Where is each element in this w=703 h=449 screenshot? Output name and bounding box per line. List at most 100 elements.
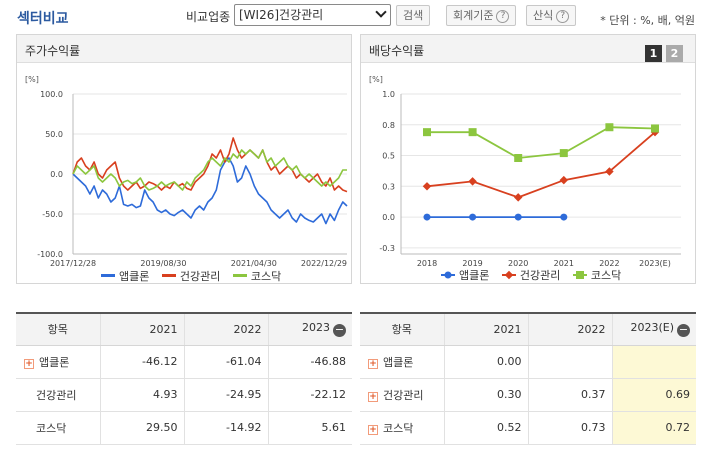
- formula-label: 산식: [533, 9, 554, 22]
- y-unit-label: [%]: [369, 75, 383, 84]
- row-name: + 앱클론: [360, 345, 444, 379]
- y-tick-label: 0.0: [50, 170, 63, 179]
- table-row: 건강관리 4.93 -24.95 -22.12: [16, 378, 352, 412]
- x-tick-label: 2017/12/28: [50, 259, 96, 268]
- expand-icon[interactable]: +: [24, 358, 34, 369]
- legend-label: 앱클론: [119, 269, 150, 283]
- cell-value: -46.88: [267, 345, 352, 379]
- series-line: [426, 131, 656, 199]
- legend-swatch: [161, 274, 176, 277]
- legend-label: 건강관리: [179, 269, 221, 283]
- x-tick-label: 2019: [462, 259, 482, 268]
- search-button-label: 검색: [403, 9, 424, 22]
- expand-icon[interactable]: +: [368, 358, 378, 369]
- sector-select-value: [WI26]건강관리: [239, 8, 324, 22]
- cell-value: 0.69: [611, 378, 696, 412]
- help-icon: ?: [496, 10, 510, 23]
- table-header-row: 항목 2021 2022 2023(E) −: [360, 312, 696, 346]
- collapse-icon[interactable]: −: [333, 323, 346, 338]
- x-tick-label: 2023(E): [639, 259, 671, 268]
- accounting-basis-label: 회계기준: [453, 9, 494, 22]
- x-tick-label: 2022: [599, 259, 619, 268]
- legend-label: 코스닥: [590, 269, 622, 282]
- legend-label: 코스닥: [250, 269, 282, 283]
- col-item: 항목: [16, 312, 100, 346]
- cell-value: -46.12: [99, 345, 184, 379]
- top-bar: 섹터비교 비교업종 [WI26]건강관리 검색 회계기준? 산식? * 단위 :…: [0, 0, 703, 32]
- x-tick-label: 2022/12/29: [301, 259, 347, 268]
- cell-value: 0.37: [527, 378, 612, 412]
- data-point: [559, 149, 568, 158]
- data-point: [514, 213, 522, 221]
- cell-value: 0.00: [443, 345, 528, 379]
- dividend-yield-legend: 앱클론 건강관리 코스닥: [441, 267, 630, 283]
- compare-label: 비교업종: [186, 10, 231, 24]
- legend-item-applclone[interactable]: 앱클론: [101, 268, 149, 284]
- table-header-row: 항목 2021 2022 2023−: [16, 312, 352, 346]
- y-tick-label: 0.3: [382, 182, 395, 191]
- series-line: [72, 137, 348, 193]
- y-tick-label: 50.0: [45, 130, 63, 139]
- cell-value: [611, 345, 696, 379]
- col-year: 2021: [443, 312, 528, 346]
- data-point: [468, 177, 477, 186]
- cell-value: -22.12: [267, 378, 352, 412]
- data-point: [468, 128, 477, 137]
- expand-icon[interactable]: +: [368, 391, 378, 402]
- y-tick-label: -100.0: [37, 250, 63, 259]
- stock-return-legend: 앱클론 건강관리 코스닥: [101, 267, 290, 284]
- legend-swatch: [232, 274, 247, 277]
- row-label: 건강관리: [383, 388, 424, 402]
- legend-marker: [572, 271, 587, 279]
- cell-value: 5.61: [267, 411, 352, 445]
- legend-swatch: [101, 274, 115, 277]
- legend-label: 앱클론: [459, 269, 490, 282]
- cell-value: 0.52: [443, 411, 528, 445]
- data-point: [513, 193, 523, 202]
- y-tick-label: 0.5: [382, 152, 395, 161]
- y-tick-label: 0.8: [382, 121, 395, 130]
- series-line: [72, 157, 348, 225]
- collapse-icon[interactable]: −: [677, 323, 690, 338]
- sector-select[interactable]: [WI26]건강관리: [234, 4, 391, 26]
- formula-button[interactable]: 산식?: [526, 5, 577, 26]
- data-point: [651, 124, 659, 133]
- cell-value: 29.50: [99, 411, 184, 445]
- cell-value: 0.72: [611, 411, 696, 445]
- legend-item-kosdaq[interactable]: 코스닥: [232, 268, 282, 284]
- legend-item-kosdaq[interactable]: 코스닥: [572, 267, 622, 283]
- stock-return-panel: 주가수익률 [%] 100.0 50.0 0.0 -50.0 -100.0 2017/12/…: [16, 34, 352, 284]
- expand-icon[interactable]: +: [368, 424, 378, 435]
- stock-return-title: 주가수익률: [17, 35, 351, 63]
- table-row: 코스닥 29.50 -14.92 5.61: [16, 411, 352, 445]
- legend-item-applclone[interactable]: 앱클론: [441, 267, 489, 283]
- table-row: + 앱클론 0.00: [360, 345, 696, 379]
- legend-item-health[interactable]: 건강관리: [161, 268, 221, 284]
- row-name: + 코스닥: [360, 411, 444, 445]
- data-point: [605, 123, 614, 132]
- page-title: 섹터비교: [17, 11, 69, 27]
- data-point: [469, 213, 477, 221]
- x-tick-label: 2021: [554, 259, 574, 268]
- table-row: + 앱클론 -46.12 -61.04 -46.88: [16, 345, 352, 379]
- col-year-estimate: 2023(E) −: [611, 312, 696, 346]
- legend-marker: [441, 271, 455, 279]
- data-point: [559, 175, 569, 185]
- col-year: 2022: [183, 312, 268, 346]
- x-tick-label: 2018: [417, 259, 437, 268]
- row-label: 코스닥: [383, 421, 414, 435]
- cell-value: 0.73: [527, 411, 612, 445]
- data-point: [605, 167, 614, 176]
- search-button[interactable]: 검색: [396, 5, 431, 26]
- page-2-button[interactable]: 2: [666, 45, 683, 62]
- y-tick-label: 100.0: [40, 90, 63, 99]
- accounting-basis-button[interactable]: 회계기준?: [446, 5, 517, 26]
- row-name: 코스닥: [16, 411, 100, 445]
- page-1-button[interactable]: 1: [645, 45, 662, 62]
- cell-value: -61.04: [183, 345, 268, 379]
- legend-item-health[interactable]: 건강관리: [501, 267, 560, 283]
- y-unit-label: [%]: [25, 75, 39, 84]
- x-tick-label: 2019/08/30: [140, 259, 186, 268]
- dividend-yield-table: 항목 2021 2022 2023(E) − + 앱클론 0.00 + 건강관리 0.…: [360, 312, 696, 445]
